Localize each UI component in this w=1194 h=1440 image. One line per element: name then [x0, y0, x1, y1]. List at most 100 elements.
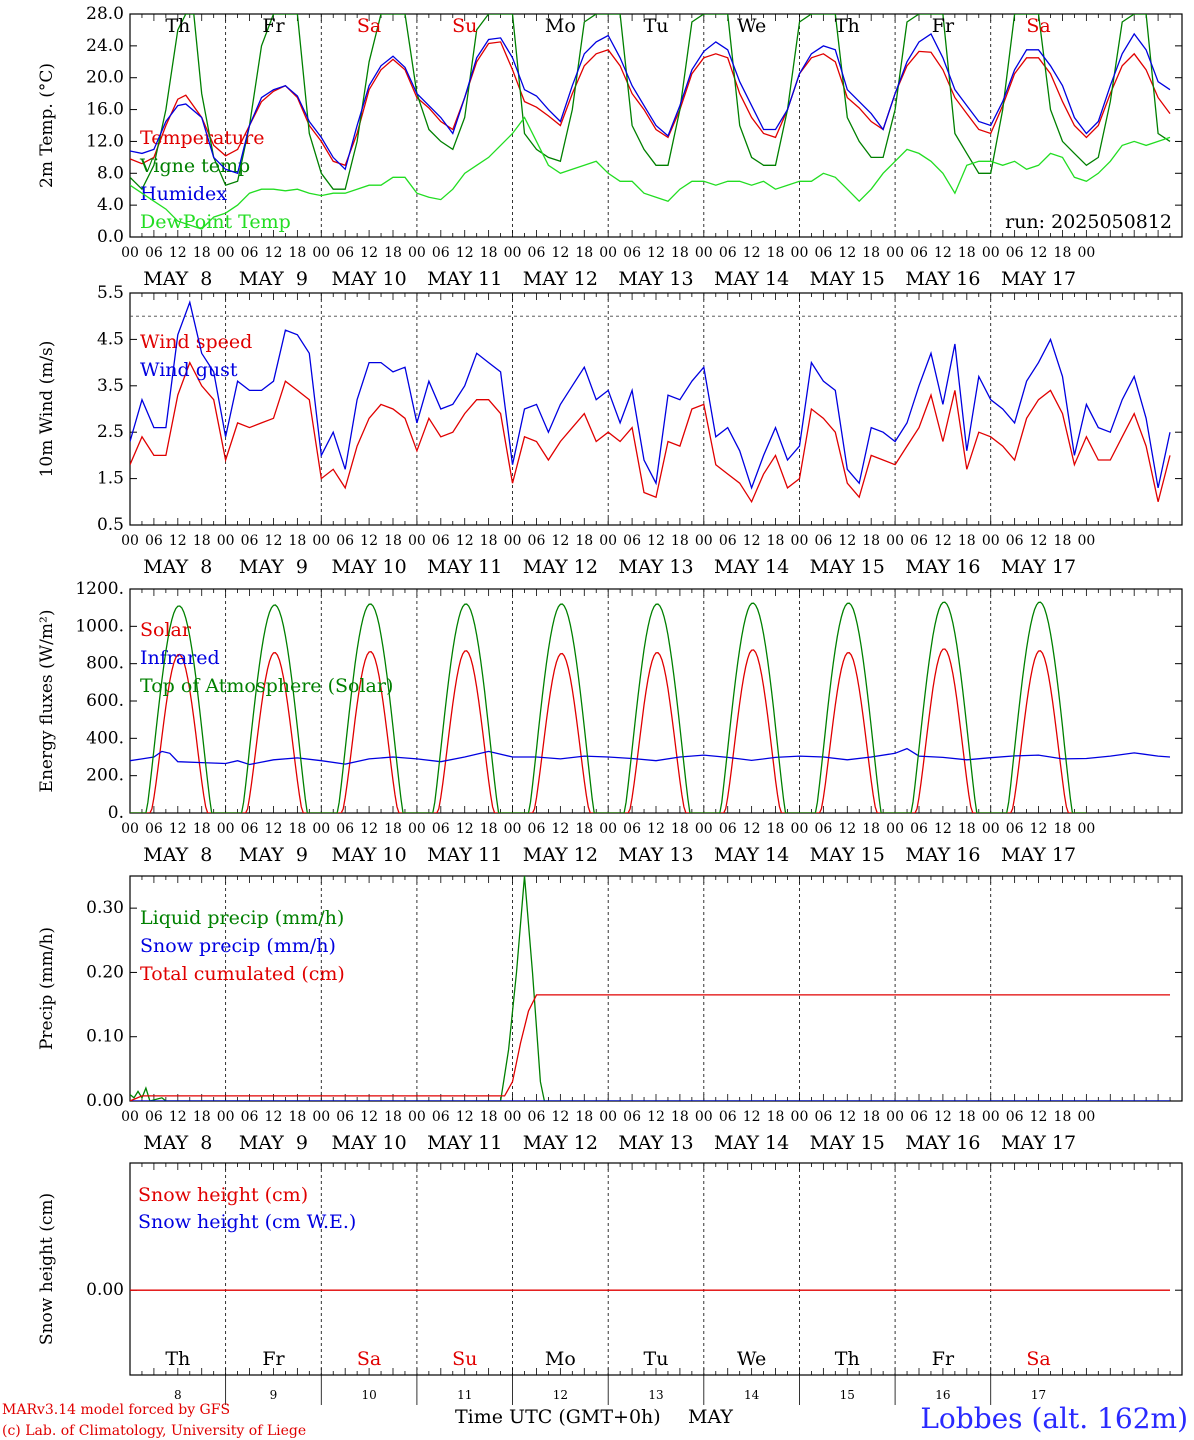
hour-tick-label: 12 — [838, 245, 856, 261]
date-label: MAY 13 — [618, 268, 693, 290]
day-name-label: Sa — [1026, 1348, 1050, 1370]
y-tick-label: 0.10 — [86, 1027, 124, 1047]
date-label: MAY 14 — [714, 556, 789, 578]
y-tick-label: 200. — [86, 766, 124, 786]
hour-tick-label: 06 — [719, 1109, 737, 1125]
hour-tick-label: 12 — [743, 821, 761, 837]
hour-tick-label: 18 — [671, 245, 689, 261]
date-label: MAY 13 — [618, 556, 693, 578]
hour-tick-label: 00 — [408, 1109, 426, 1125]
y-tick-label: 0.00 — [86, 1091, 124, 1111]
date-label: MAY 14 — [714, 1132, 789, 1154]
hour-tick-label: 00 — [312, 1109, 330, 1125]
hour-tick-label: 18 — [288, 245, 306, 261]
hour-tick-label: 12 — [1030, 821, 1048, 837]
hour-tick-label: 12 — [360, 1109, 378, 1125]
date-label: MAY 15 — [810, 1132, 885, 1154]
day-name-label: Su — [452, 1348, 477, 1370]
hour-tick-label: 18 — [767, 1109, 785, 1125]
day-number-label: 12 — [553, 1388, 568, 1402]
hour-tick-label: 00 — [1077, 533, 1095, 549]
day-name-label: Fr — [262, 1348, 285, 1370]
hour-tick-label: 18 — [384, 1109, 402, 1125]
hour-tick-label: 12 — [265, 533, 283, 549]
hour-tick-label: 12 — [456, 1109, 474, 1125]
day-number-label: 10 — [361, 1388, 376, 1402]
y-tick-label: 16.0 — [86, 100, 124, 120]
series-line-humidex — [130, 32, 1171, 175]
series-line-vigne-temp — [130, 14, 1171, 191]
hour-tick-label: 00 — [1077, 821, 1095, 837]
series-line-infrared — [130, 747, 1171, 766]
hour-tick-label: 00 — [504, 245, 522, 261]
hour-tick-label: 06 — [1006, 245, 1024, 261]
day-number-label: 13 — [648, 1388, 663, 1402]
day-name-label: Mo — [545, 1348, 576, 1370]
hour-tick-label: 06 — [814, 1109, 832, 1125]
hour-tick-label: 06 — [814, 821, 832, 837]
hour-tick-label: 06 — [623, 1109, 641, 1125]
hour-tick-label: 12 — [169, 533, 187, 549]
day-name-label: Th — [165, 15, 190, 37]
date-label: MAY 8 — [143, 556, 212, 578]
date-label: MAY 11 — [427, 844, 502, 866]
hour-tick-label: 18 — [575, 533, 593, 549]
hour-tick-label: 18 — [767, 245, 785, 261]
date-label: MAY 12 — [523, 268, 598, 290]
hour-tick-label: 18 — [193, 821, 211, 837]
hour-tick-label: 00 — [217, 245, 235, 261]
hour-tick-label: 18 — [671, 821, 689, 837]
hour-tick-label: 00 — [599, 533, 617, 549]
y-tick-label: 1200. — [75, 579, 124, 599]
hour-tick-label: 12 — [647, 821, 665, 837]
hour-tick-label: 12 — [934, 821, 952, 837]
y-tick-label: 800. — [86, 654, 124, 674]
hour-tick-label: 18 — [1054, 1109, 1072, 1125]
date-label: MAY 16 — [905, 268, 980, 290]
hour-tick-label: 00 — [217, 1109, 235, 1125]
hour-tick-label: 12 — [265, 245, 283, 261]
series-line-solar — [130, 648, 1087, 813]
hour-tick-label: 18 — [862, 245, 880, 261]
hour-tick-label: 00 — [791, 821, 809, 837]
hour-tick-label: 06 — [241, 533, 259, 549]
hour-tick-label: 06 — [623, 533, 641, 549]
hour-tick-label: 00 — [791, 1109, 809, 1125]
hour-tick-label: 18 — [384, 245, 402, 261]
legend-entry: Top of Atmosphere (Solar) — [140, 675, 393, 697]
hour-tick-label: 00 — [121, 1109, 139, 1125]
hour-tick-label: 00 — [695, 821, 713, 837]
hour-tick-label: 00 — [312, 821, 330, 837]
y-tick-label: 28.0 — [86, 4, 124, 24]
date-label: MAY 15 — [810, 844, 885, 866]
date-label: MAY 9 — [239, 268, 308, 290]
hour-tick-label: 18 — [767, 821, 785, 837]
day-name-label: We — [737, 1348, 766, 1370]
hour-tick-label: 18 — [480, 245, 498, 261]
hour-tick-label: 18 — [480, 821, 498, 837]
date-label: MAY 9 — [239, 1132, 308, 1154]
hour-tick-label: 06 — [1006, 821, 1024, 837]
hour-tick-label: 06 — [623, 821, 641, 837]
panel-3: 0. 200. 400. 600. 800. 1000. 1200. Energy fluxe… — [37, 579, 1183, 866]
date-label: MAY 16 — [905, 1132, 980, 1154]
hour-tick-label: 06 — [623, 245, 641, 261]
legend-entry: Vigne temp — [139, 155, 250, 177]
hour-tick-label: 00 — [886, 821, 904, 837]
hour-tick-label: 00 — [982, 245, 1000, 261]
hour-tick-label: 12 — [265, 1109, 283, 1125]
hour-tick-label: 06 — [336, 245, 354, 261]
hour-tick-label: 12 — [169, 821, 187, 837]
hour-tick-label: 12 — [360, 533, 378, 549]
day-name-label: Tu — [644, 15, 669, 37]
hour-tick-label: 12 — [265, 821, 283, 837]
date-label: MAY 8 — [143, 268, 212, 290]
hour-tick-label: 18 — [671, 1109, 689, 1125]
hour-tick-label: 06 — [432, 533, 450, 549]
hour-tick-label: 06 — [528, 245, 546, 261]
hour-tick-label: 06 — [719, 533, 737, 549]
hour-tick-label: 06 — [910, 1109, 928, 1125]
hour-tick-label: 00 — [217, 533, 235, 549]
hour-tick-label: 00 — [408, 533, 426, 549]
